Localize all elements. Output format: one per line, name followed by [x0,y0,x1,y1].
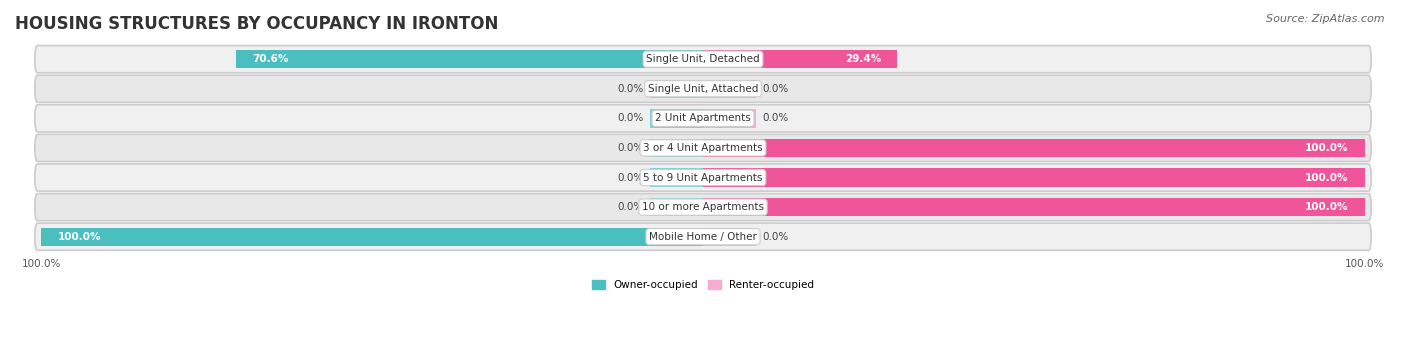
Bar [703,198,1365,216]
Bar [41,227,703,246]
Text: 100.0%: 100.0% [58,232,101,242]
Text: 2 Unit Apartments: 2 Unit Apartments [655,113,751,123]
FancyBboxPatch shape [35,75,1371,102]
FancyBboxPatch shape [35,193,1371,221]
Text: Source: ZipAtlas.com: Source: ZipAtlas.com [1267,14,1385,24]
Text: 0.0%: 0.0% [617,113,644,123]
Text: HOUSING STRUCTURES BY OCCUPANCY IN IRONTON: HOUSING STRUCTURES BY OCCUPANCY IN IRONT… [15,15,498,33]
Text: 0.0%: 0.0% [617,84,644,94]
Text: Single Unit, Attached: Single Unit, Attached [648,84,758,94]
Bar [703,109,756,128]
Text: 0.0%: 0.0% [617,202,644,212]
Text: Single Unit, Detached: Single Unit, Detached [647,54,759,64]
Bar [650,139,703,157]
FancyBboxPatch shape [35,134,1371,162]
Text: 0.0%: 0.0% [617,143,644,153]
Bar [703,50,897,68]
FancyBboxPatch shape [35,105,1371,132]
Text: 0.0%: 0.0% [617,173,644,182]
Text: 5 to 9 Unit Apartments: 5 to 9 Unit Apartments [644,173,762,182]
FancyBboxPatch shape [35,223,1371,250]
Text: 100.0%: 100.0% [1305,202,1348,212]
Text: 3 or 4 Unit Apartments: 3 or 4 Unit Apartments [643,143,763,153]
Bar [703,139,1365,157]
Text: 100.0%: 100.0% [1305,173,1348,182]
Text: 0.0%: 0.0% [762,232,789,242]
Text: 0.0%: 0.0% [762,84,789,94]
Bar [650,109,703,128]
FancyBboxPatch shape [35,164,1371,191]
Text: 100.0%: 100.0% [1305,143,1348,153]
Bar [650,79,703,98]
Bar [703,168,1365,187]
FancyBboxPatch shape [35,46,1371,73]
Text: 10 or more Apartments: 10 or more Apartments [643,202,763,212]
Bar [650,198,703,216]
Bar [650,168,703,187]
Legend: Owner-occupied, Renter-occupied: Owner-occupied, Renter-occupied [588,276,818,294]
Text: 0.0%: 0.0% [762,113,789,123]
Text: Mobile Home / Other: Mobile Home / Other [650,232,756,242]
Bar [703,227,756,246]
Text: 29.4%: 29.4% [845,54,882,64]
Bar [236,50,703,68]
Text: 70.6%: 70.6% [253,54,288,64]
Bar [703,79,756,98]
